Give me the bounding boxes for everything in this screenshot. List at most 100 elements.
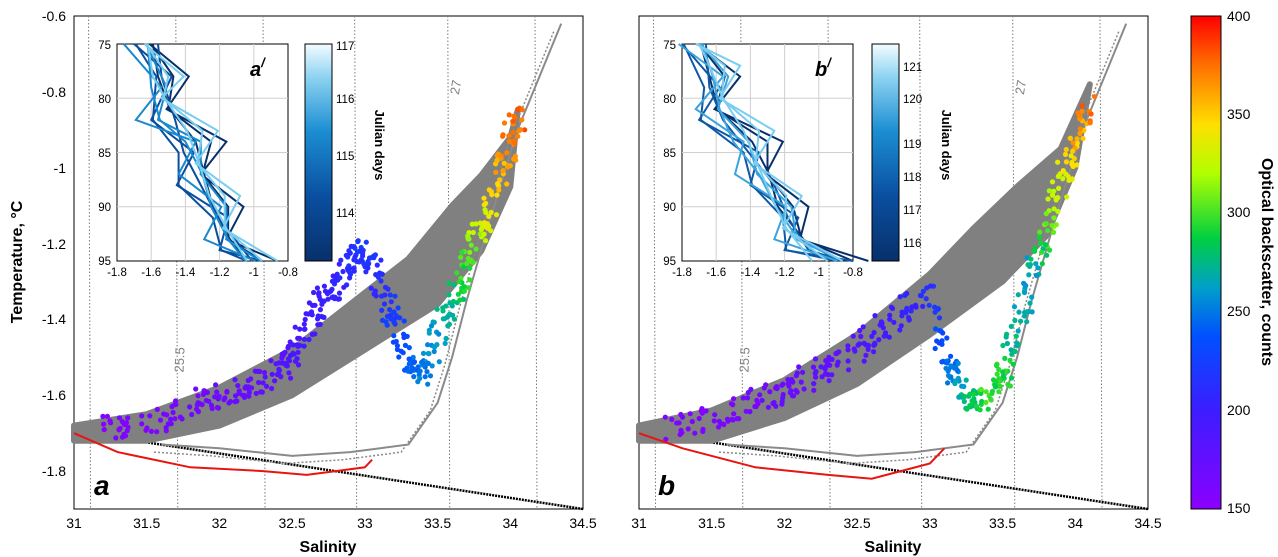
- inset-profile: [150, 43, 263, 262]
- data-point: [979, 398, 985, 405]
- data-point: [346, 269, 353, 275]
- inset-colorbar-tick: 117: [903, 205, 921, 217]
- inset-x-tick: -1.2: [210, 267, 230, 279]
- data-point: [1039, 249, 1045, 255]
- data-point: [125, 424, 131, 430]
- x-tick: 32.5: [843, 515, 870, 531]
- data-point: [1051, 215, 1057, 221]
- data-point: [1062, 151, 1069, 157]
- data-point: [123, 420, 129, 426]
- data-point: [410, 354, 416, 360]
- data-point: [1042, 242, 1049, 248]
- data-point: [396, 354, 402, 360]
- data-point: [725, 418, 731, 424]
- data-point: [983, 399, 989, 405]
- data-point: [303, 311, 309, 317]
- data-point: [341, 284, 347, 290]
- y-tick: -1: [54, 160, 67, 176]
- data-point: [1045, 228, 1051, 234]
- inset-colorbar-tick: 120: [903, 94, 922, 106]
- data-point: [835, 359, 841, 365]
- data-point: [450, 298, 456, 305]
- data-point: [823, 358, 829, 364]
- data-point: [444, 314, 450, 320]
- data-point: [920, 303, 926, 309]
- data-point: [384, 322, 390, 328]
- inset-b: -1.8 -1.6 -1.4 -1.2 -1 -0.8 75 80 85 90 …: [663, 40, 954, 279]
- data-point: [985, 406, 991, 412]
- data-point: [662, 414, 668, 420]
- data-point: [322, 288, 329, 294]
- data-point: [1026, 272, 1032, 278]
- data-point: [1079, 103, 1085, 109]
- data-point: [195, 400, 201, 406]
- data-point: [297, 335, 303, 341]
- data-point: [457, 297, 463, 303]
- data-point: [172, 416, 178, 422]
- data-point: [939, 338, 945, 344]
- data-point: [280, 352, 286, 358]
- data-point: [510, 129, 516, 136]
- data-point: [169, 404, 175, 410]
- panel-a-frame: [73, 15, 584, 510]
- data-point: [770, 400, 776, 407]
- data-point: [861, 340, 867, 346]
- data-point: [446, 280, 452, 286]
- data-point: [465, 285, 472, 291]
- data-point: [473, 246, 479, 252]
- data-point: [504, 150, 510, 156]
- data-point: [716, 418, 722, 424]
- data-point: [154, 406, 160, 412]
- data-point: [363, 239, 369, 245]
- data-point: [1023, 283, 1029, 289]
- data-point: [1032, 245, 1038, 251]
- data-point: [1004, 340, 1011, 347]
- data-point: [224, 388, 230, 395]
- data-point: [295, 362, 302, 368]
- data-point: [1003, 334, 1009, 340]
- data-point: [486, 213, 492, 219]
- data-point: [1069, 161, 1075, 167]
- data-point: [748, 386, 754, 392]
- data-point: [812, 356, 819, 362]
- data-point: [1018, 318, 1024, 324]
- data-point: [1010, 361, 1016, 367]
- data-point: [388, 316, 394, 322]
- data-point: [833, 351, 839, 357]
- data-point: [321, 283, 327, 289]
- data-point: [1009, 375, 1015, 381]
- data-point: [493, 169, 499, 175]
- data-point: [495, 181, 501, 187]
- data-point: [365, 260, 371, 266]
- data-point: [1024, 319, 1030, 325]
- data-point: [522, 127, 528, 133]
- data-point: [316, 290, 322, 296]
- inset-a-y-ticks: 75 80 85 90 95: [98, 40, 111, 268]
- data-point: [262, 374, 268, 380]
- data-point: [869, 333, 875, 339]
- data-point: [269, 371, 275, 377]
- isopycnal-line: [354, 15, 358, 510]
- data-point: [260, 380, 266, 386]
- inset-y-tick: 75: [98, 40, 111, 52]
- data-point: [467, 249, 473, 255]
- data-point: [506, 133, 512, 139]
- data-point: [486, 187, 492, 193]
- data-point: [347, 250, 353, 256]
- data-point: [261, 369, 268, 376]
- freezing-line: [638, 430, 1149, 511]
- data-point: [856, 341, 863, 347]
- data-point: [381, 301, 388, 307]
- data-point: [818, 364, 824, 370]
- data-point: [902, 292, 908, 298]
- gray-profile: [726, 23, 1128, 457]
- data-point: [147, 413, 153, 419]
- isopycnal-line: [262, 15, 266, 510]
- data-point: [1067, 135, 1074, 141]
- data-point: [163, 425, 169, 431]
- inset-x-tick: -1.8: [107, 267, 127, 279]
- data-point: [395, 305, 401, 311]
- data-point: [1055, 159, 1061, 165]
- data-point: [222, 395, 228, 401]
- inset-colorbar-tick: 119: [903, 139, 921, 151]
